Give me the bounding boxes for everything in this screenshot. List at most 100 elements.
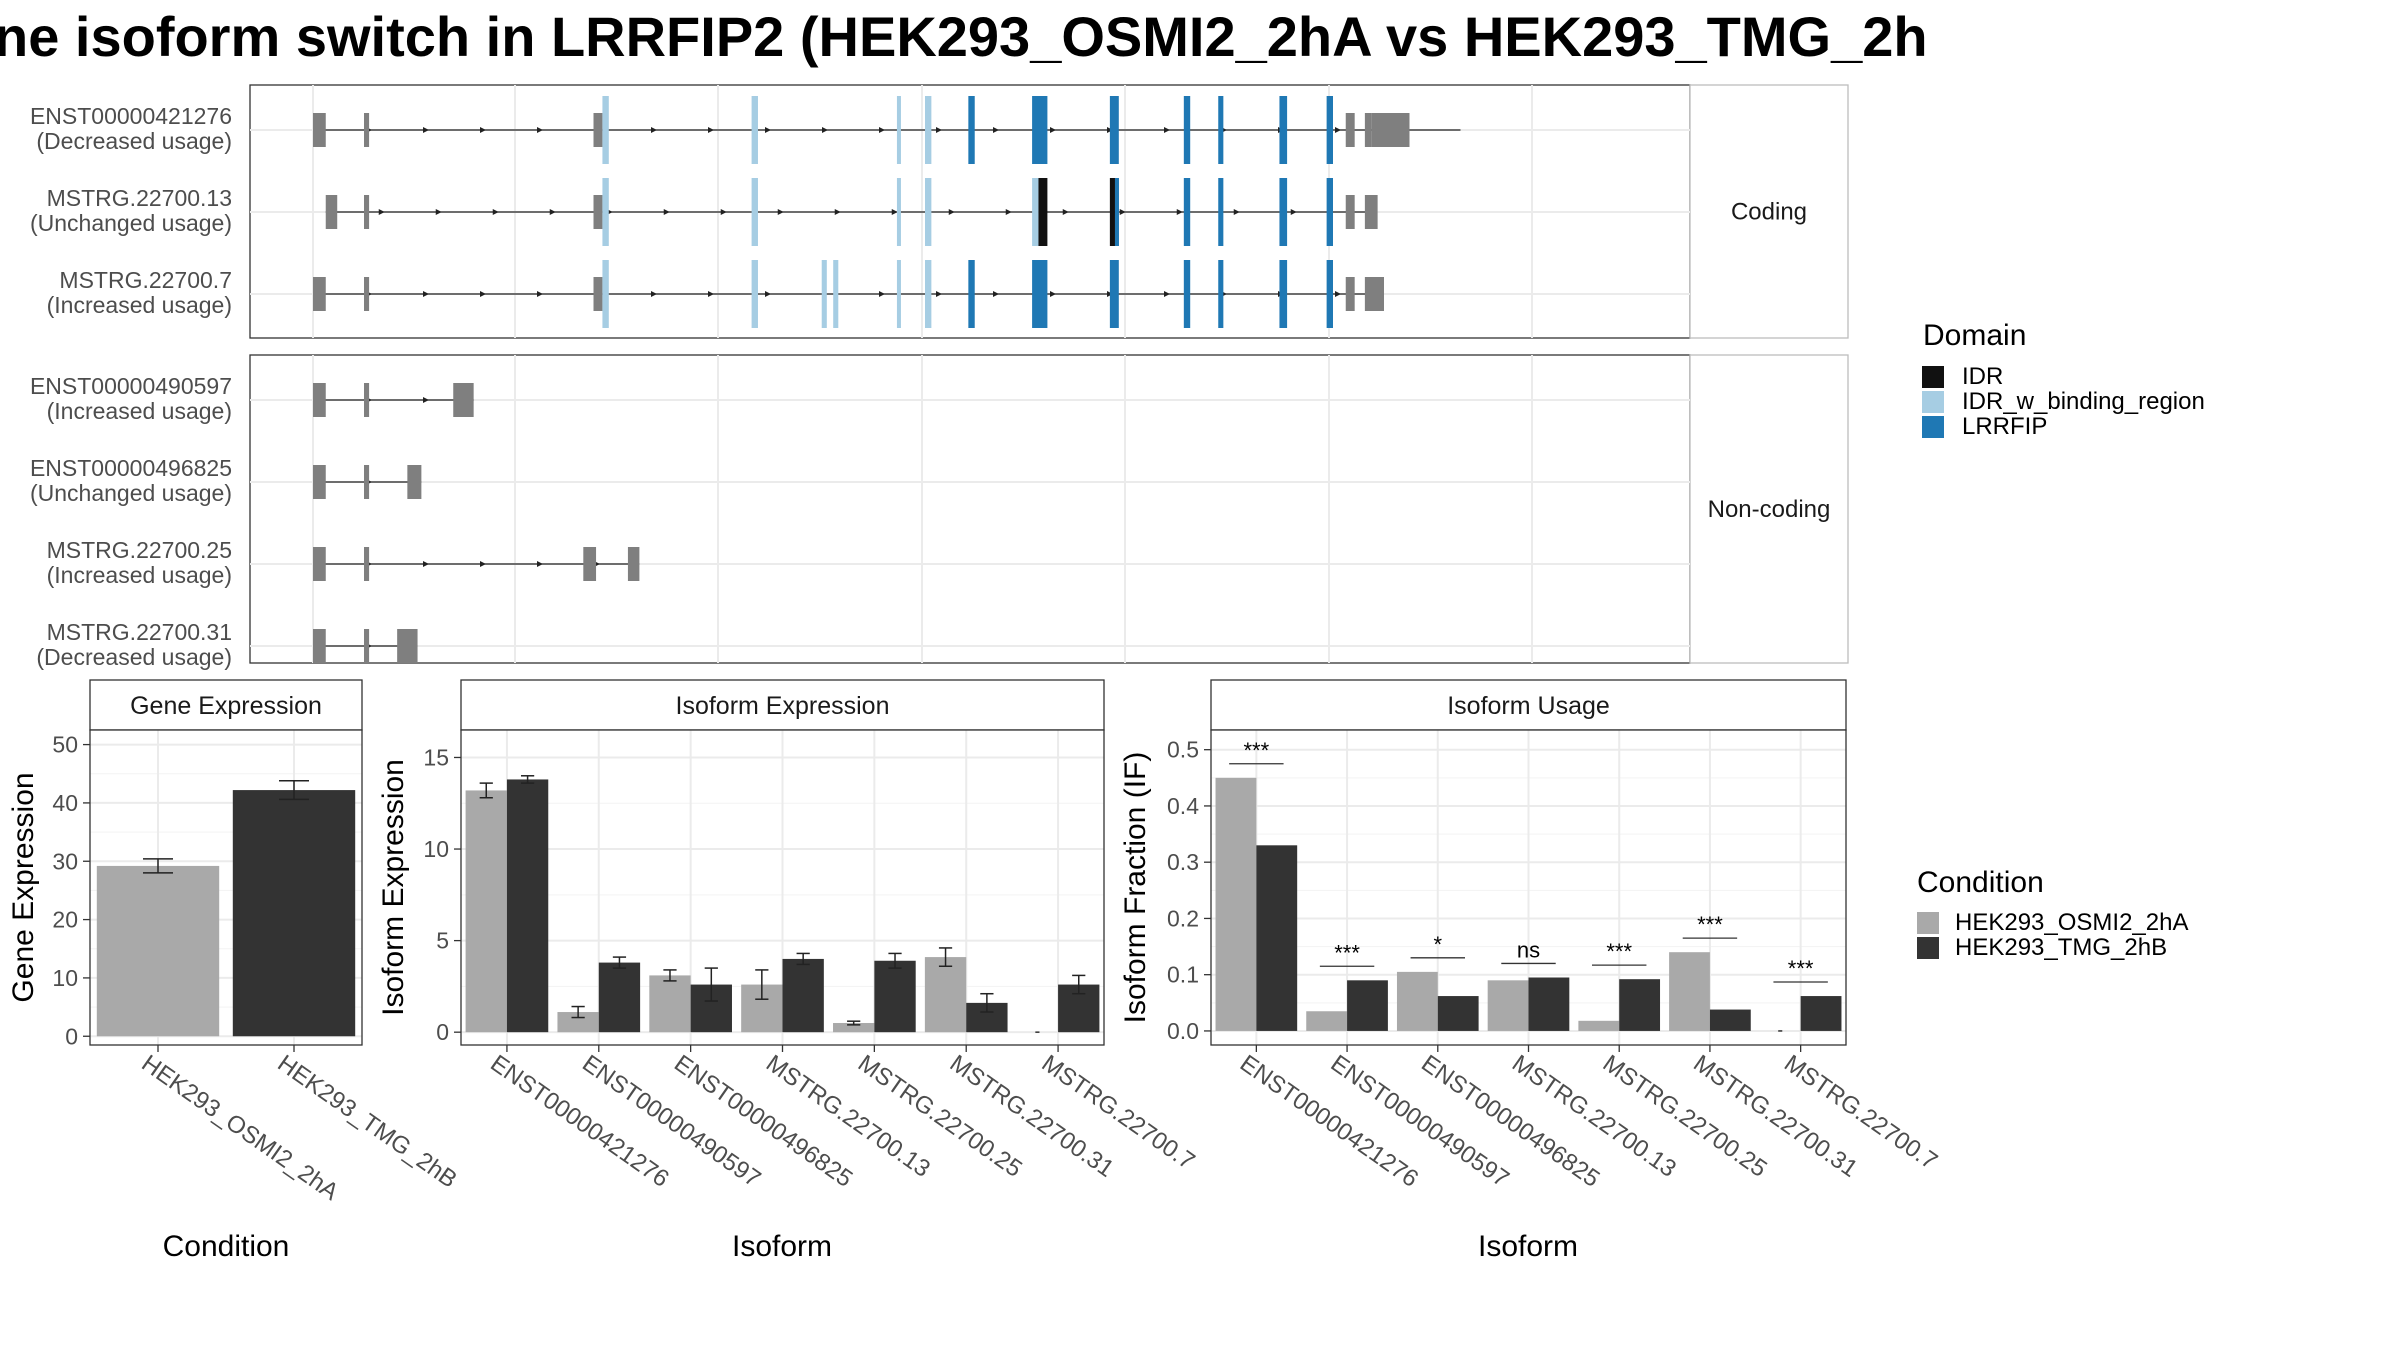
strand-arrow <box>1164 127 1170 133</box>
transcript-usage-label: (Increased usage) <box>47 292 232 318</box>
exon-block <box>1345 113 1355 147</box>
significance-label: *** <box>1606 939 1632 964</box>
bar <box>1256 845 1298 1031</box>
strand-arrow <box>879 127 885 133</box>
legend-key-cond2 <box>1917 937 1939 959</box>
exon-block <box>583 547 597 581</box>
domain-block <box>1109 260 1119 328</box>
strand-arrow <box>480 561 486 567</box>
facet-strip-label: Coding <box>1731 199 1807 226</box>
domain-block <box>1183 178 1191 246</box>
chart-title: Isoform Expression <box>676 692 890 720</box>
strand-arrow <box>993 291 999 297</box>
x-tick-label: MSTRG.22700.7 <box>1779 1050 1942 1175</box>
transcript-id-label: MSTRG.22700.7 <box>59 267 232 293</box>
bar <box>506 779 549 1033</box>
significance-label: *** <box>1697 912 1723 937</box>
exon-block <box>627 547 640 581</box>
exon-block <box>313 113 326 147</box>
strand-arrow <box>1290 209 1297 215</box>
exon-block <box>593 113 603 147</box>
domain-block <box>925 96 932 164</box>
domain-block <box>1038 178 1048 246</box>
bar <box>1528 977 1570 1031</box>
x-tick-label: MSTRG.22700.7 <box>1037 1050 1200 1175</box>
bar <box>557 1012 599 1033</box>
y-tick-label: 0.2 <box>1167 905 1199 931</box>
strand-arrow <box>1062 209 1069 215</box>
exon-block <box>325 195 338 229</box>
y-axis-title: Gene Expression <box>7 772 40 1002</box>
transcript-row: ENST00000421276(Decreased usage) <box>30 96 1690 164</box>
x-axis-title: Isoform <box>732 1230 832 1263</box>
transcript-usage-label: (Increased usage) <box>47 398 232 424</box>
strand-arrow <box>423 291 429 297</box>
facet-strip <box>1689 354 1849 664</box>
transcript-id-label: MSTRG.22700.25 <box>47 537 232 563</box>
exon-block <box>313 383 326 417</box>
significance-label: * <box>1434 932 1443 957</box>
y-tick-label: 0.1 <box>1167 962 1199 988</box>
bar <box>465 790 507 1033</box>
transcript-row: MSTRG.22700.13(Unchanged usage) <box>30 178 1690 246</box>
domain-block <box>833 260 839 328</box>
x-axis-title: Isoform <box>1478 1230 1578 1263</box>
exon-block <box>313 629 326 663</box>
chart-title: Isoform Usage <box>1447 692 1610 720</box>
transcript-row: ENST00000490597(Increased usage) <box>30 373 1690 424</box>
domain-block <box>1032 178 1039 246</box>
strand-arrow <box>480 127 486 133</box>
y-tick-label: 0 <box>65 1023 78 1049</box>
strand-arrow <box>1119 209 1126 215</box>
strand-arrow <box>993 127 999 133</box>
strand-arrow <box>765 127 771 133</box>
bar <box>1215 777 1257 1031</box>
expression-charts: Gene Expression01020304050HEK293_OSMI2_2… <box>7 679 1942 1263</box>
exon-block <box>364 113 370 147</box>
strand-arrow <box>948 209 955 215</box>
transcript-row: MSTRG.22700.7(Increased usage) <box>47 260 1690 328</box>
x-tick-label: MSTRG.22700.25 <box>1598 1050 1772 1183</box>
figure-title: ne isoform switch in LRRFIP2 (HEK293_OSM… <box>0 5 1928 68</box>
domain-block <box>1109 96 1119 164</box>
facet-panel <box>249 354 1691 664</box>
transcript-id-label: MSTRG.22700.31 <box>47 619 232 645</box>
condition-legend-title: Condition <box>1917 866 2044 899</box>
strand-arrow <box>879 291 885 297</box>
bar <box>1669 952 1710 1031</box>
exon-block <box>453 383 474 417</box>
domain-block <box>1183 260 1191 328</box>
strand-arrow <box>834 209 841 215</box>
strand-arrow <box>651 291 657 297</box>
legend-label: LRRFIP <box>1962 413 2047 440</box>
domain-block <box>751 178 758 246</box>
strand-arrow <box>537 561 543 567</box>
transcript-usage-label: (Unchanged usage) <box>30 480 232 506</box>
y-tick-label: 5 <box>436 928 449 954</box>
bar <box>1396 971 1438 1031</box>
domain-block <box>1109 178 1115 246</box>
bar <box>649 975 691 1033</box>
domain-block <box>602 178 609 246</box>
domain-block <box>751 96 758 164</box>
legend-label: IDR <box>1962 363 2003 390</box>
exon-block <box>1364 113 1372 147</box>
facet-coding: Coding ENST00000421276(Decreased usage) MS… <box>30 84 1849 339</box>
strand-arrow <box>708 291 714 297</box>
legend-label: HEK293_OSMI2_2hA <box>1955 909 2188 936</box>
strand-arrow <box>480 291 486 297</box>
transcript-id-label: MSTRG.22700.13 <box>47 185 232 211</box>
bar <box>782 958 824 1033</box>
domain-block <box>896 178 901 246</box>
strand-arrow <box>1164 291 1170 297</box>
y-tick-label: 0.0 <box>1167 1018 1199 1044</box>
exon-block <box>313 547 326 581</box>
exon-block <box>593 195 603 229</box>
strand-arrow <box>1176 209 1183 215</box>
strand-arrow <box>423 561 429 567</box>
transcript-row: ENST00000496825(Unchanged usage) <box>30 455 1690 506</box>
domain-block <box>1218 260 1224 328</box>
domain-block <box>1279 260 1288 328</box>
